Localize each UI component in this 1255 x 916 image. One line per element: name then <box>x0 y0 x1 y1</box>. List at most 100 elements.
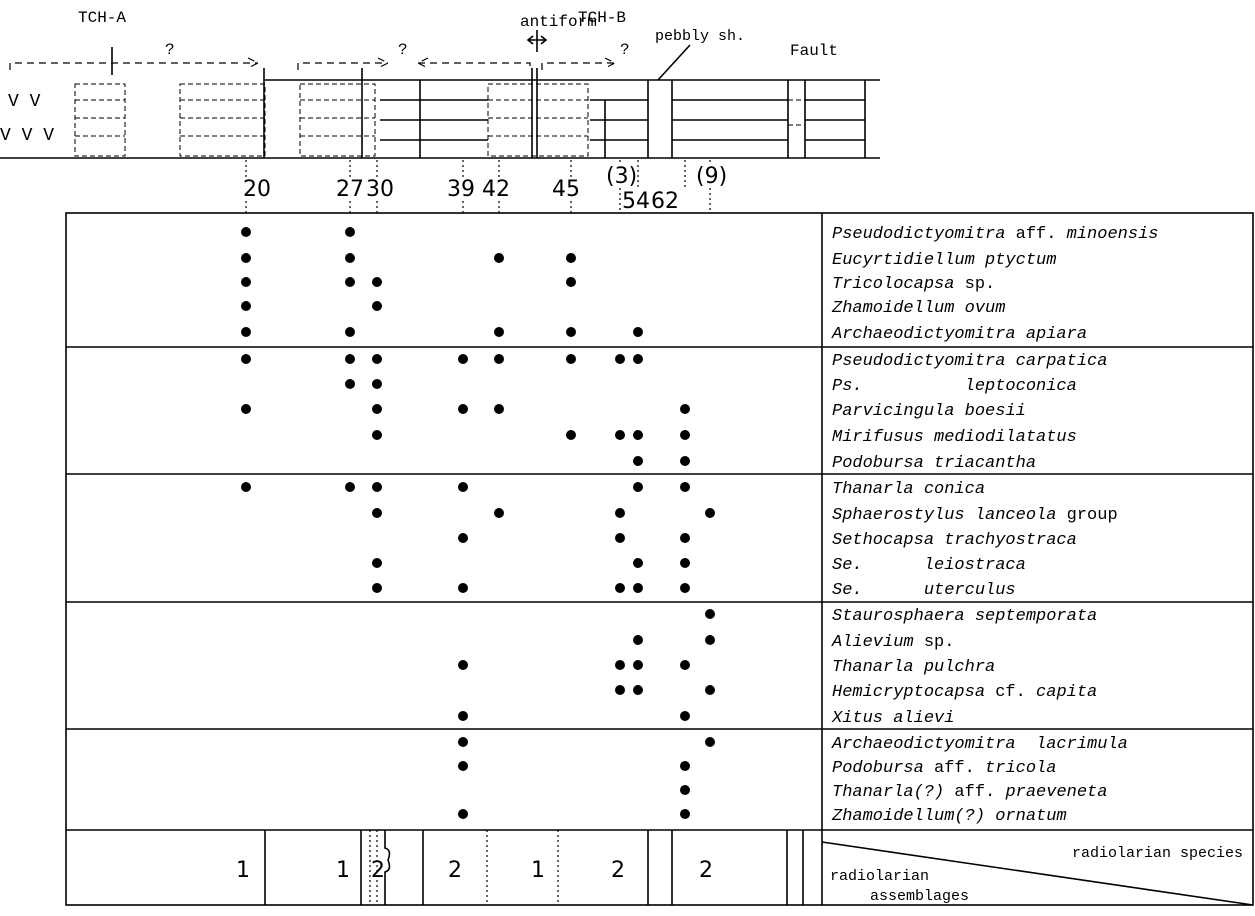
occurrence-dot <box>241 227 251 237</box>
species-name-part: Sethocapsa trachyostraca <box>832 531 1077 550</box>
occurrence-dot <box>345 379 355 389</box>
occurrence-dot <box>345 253 355 263</box>
occurrence-dot <box>241 354 251 364</box>
occurrence-dot <box>458 533 468 543</box>
occurrence-dot <box>494 508 504 518</box>
species-name: Zhamoidellum(?) ornatum <box>831 807 1067 826</box>
species-name: Parvicingula boesii <box>832 402 1026 421</box>
assemblage-number: 2 <box>448 858 462 883</box>
section-label: ? <box>398 41 408 59</box>
occurrence-dot <box>633 660 643 670</box>
occurrence-dot <box>615 354 625 364</box>
occurrence-dot <box>345 227 355 237</box>
occurrence-dot <box>458 737 468 747</box>
occurrence-dot <box>458 711 468 721</box>
species-name: Ps. leptoconica <box>832 377 1077 396</box>
assemblage-header: assemblages <box>870 888 969 905</box>
species-name: Archaeodictyomitra lacrimula <box>831 735 1128 754</box>
occurrence-dot <box>680 761 690 771</box>
assemblage-number: 2 <box>371 858 385 883</box>
species-name-part: Se. uterculus <box>832 581 1016 600</box>
section-label: ? <box>620 41 630 59</box>
occurrence-dot <box>494 327 504 337</box>
species-name-part: cf. <box>985 683 1036 702</box>
occurrence-dot <box>615 533 625 543</box>
sample-label: (9) <box>696 164 727 189</box>
occurrence-dot <box>345 277 355 287</box>
sample-label: (3) <box>606 164 637 189</box>
species-name-part: tricola <box>985 759 1056 778</box>
occurrence-dot <box>345 354 355 364</box>
species-name-part: minoensis <box>1067 225 1159 244</box>
occurrence-dot <box>458 482 468 492</box>
species-name-part: Staurosphaera septemporata <box>832 607 1097 626</box>
occurrence-dot <box>615 508 625 518</box>
section-label: pebbly sh. <box>655 28 745 45</box>
occurrence-dot <box>633 482 643 492</box>
occurrence-dot <box>241 482 251 492</box>
occurrence-dot <box>680 809 690 819</box>
occurrence-dot <box>372 301 382 311</box>
species-name: Eucyrtidiellum ptyctum <box>832 251 1056 270</box>
occurrence-dot <box>680 456 690 466</box>
species-name-part: Thanarla(?) <box>832 783 944 802</box>
species-name: Mirifusus mediodilatatus <box>832 428 1077 447</box>
occurrence-dot <box>633 635 643 645</box>
sample-label: 62 <box>651 189 679 214</box>
assemblage-number: 1 <box>531 858 545 883</box>
occurrence-dot <box>345 482 355 492</box>
section-label: TCH-B <box>578 9 626 27</box>
species-name: Thanarla(?) aff. praeveneta <box>832 783 1107 802</box>
occurrence-dot <box>241 277 251 287</box>
occurrence-dot <box>458 761 468 771</box>
species-name: Archaeodictyomitra apiara <box>831 325 1087 344</box>
occurrence-dot <box>705 508 715 518</box>
occurrence-dot <box>633 430 643 440</box>
species-name: Alievium sp. <box>831 633 954 652</box>
sample-label: 30 <box>366 177 394 202</box>
page: {"section": { "labels": ["TCH-A", "?", "… <box>0 0 1255 911</box>
occurrence-dot <box>615 430 625 440</box>
species-name-part: Zhamoidellum(?) ornatum <box>831 807 1067 826</box>
occurrence-dot <box>241 301 251 311</box>
species-name-part: Xitus alievi <box>831 709 954 728</box>
occurrence-dot <box>566 354 576 364</box>
occurrence-dot <box>615 685 625 695</box>
assemblage-header: radiolarian species <box>1072 845 1243 862</box>
section-label: ? <box>165 41 175 59</box>
species-name-part: Alievium <box>831 633 914 652</box>
occurrence-dot <box>566 277 576 287</box>
sample-label: 27 <box>336 177 364 202</box>
occurrence-dot <box>680 558 690 568</box>
species-name-part: Archaeodictyomitra apiara <box>831 325 1087 344</box>
species-name-part: Thanarla conica <box>832 480 985 499</box>
species-name: Hemicryptocapsa cf. capita <box>832 683 1097 702</box>
species-name: Thanarla pulchra <box>832 658 995 677</box>
species-name-part: Sphaerostylus lanceola <box>832 506 1056 525</box>
occurrence-dot <box>566 430 576 440</box>
assemblage-header: radiolarian <box>830 868 929 885</box>
occurrence-dot <box>680 660 690 670</box>
occurrence-dot <box>633 583 643 593</box>
species-name: Xitus alievi <box>831 709 954 728</box>
species-name-part: group <box>1056 506 1117 525</box>
species-name-part: capita <box>1036 683 1097 702</box>
occurrence-dot <box>241 327 251 337</box>
occurrence-dot <box>458 354 468 364</box>
occurrence-dot <box>372 482 382 492</box>
section-label: V V <box>8 92 41 112</box>
species-name-part: Mirifusus mediodilatatus <box>832 428 1077 447</box>
sample-label: 42 <box>482 177 510 202</box>
species-name-part: Thanarla pulchra <box>832 658 995 677</box>
species-name: Pseudodictyomitra aff. minoensis <box>832 225 1158 244</box>
occurrence-dot <box>241 404 251 414</box>
species-name: Zhamoidellum ovum <box>831 299 1005 318</box>
occurrence-dot <box>241 253 251 263</box>
section-label: V V V <box>0 126 54 146</box>
species-name-part: aff. <box>944 783 1005 802</box>
occurrence-dot <box>494 253 504 263</box>
occurrence-dot <box>372 404 382 414</box>
occurrence-dot <box>680 430 690 440</box>
species-name-part: Se. leiostraca <box>832 556 1026 575</box>
species-name-part: Parvicingula boesii <box>832 402 1026 421</box>
